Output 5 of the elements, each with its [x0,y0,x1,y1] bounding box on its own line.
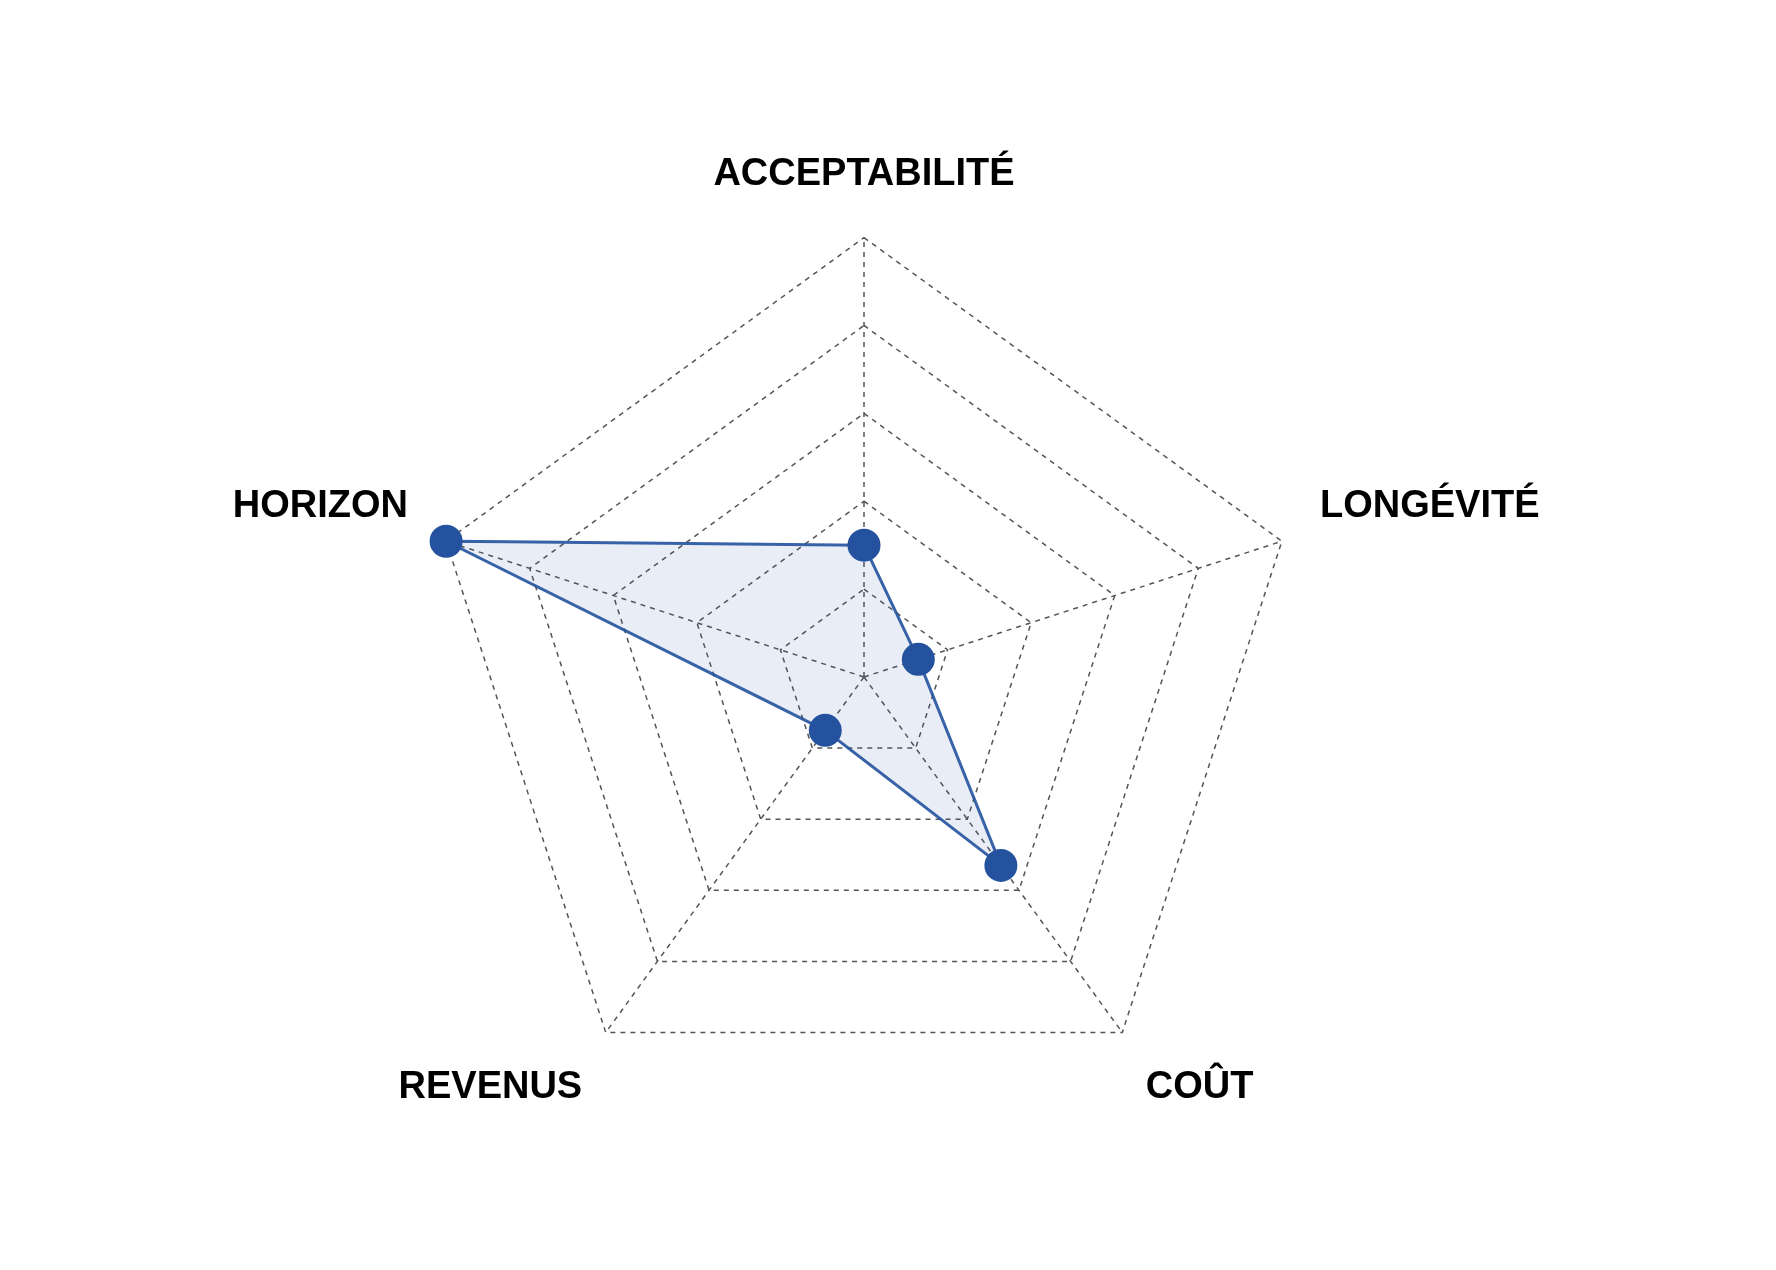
spoke-label: HORIZON [232,482,409,525]
spoke-label: REVENUS [398,1064,583,1107]
spoke-label: LONGÉVITÉ [1319,481,1540,525]
spoke-label: ACCEPTABILITÉ [713,150,1015,194]
spoke-label: COÛT [1145,1062,1254,1107]
